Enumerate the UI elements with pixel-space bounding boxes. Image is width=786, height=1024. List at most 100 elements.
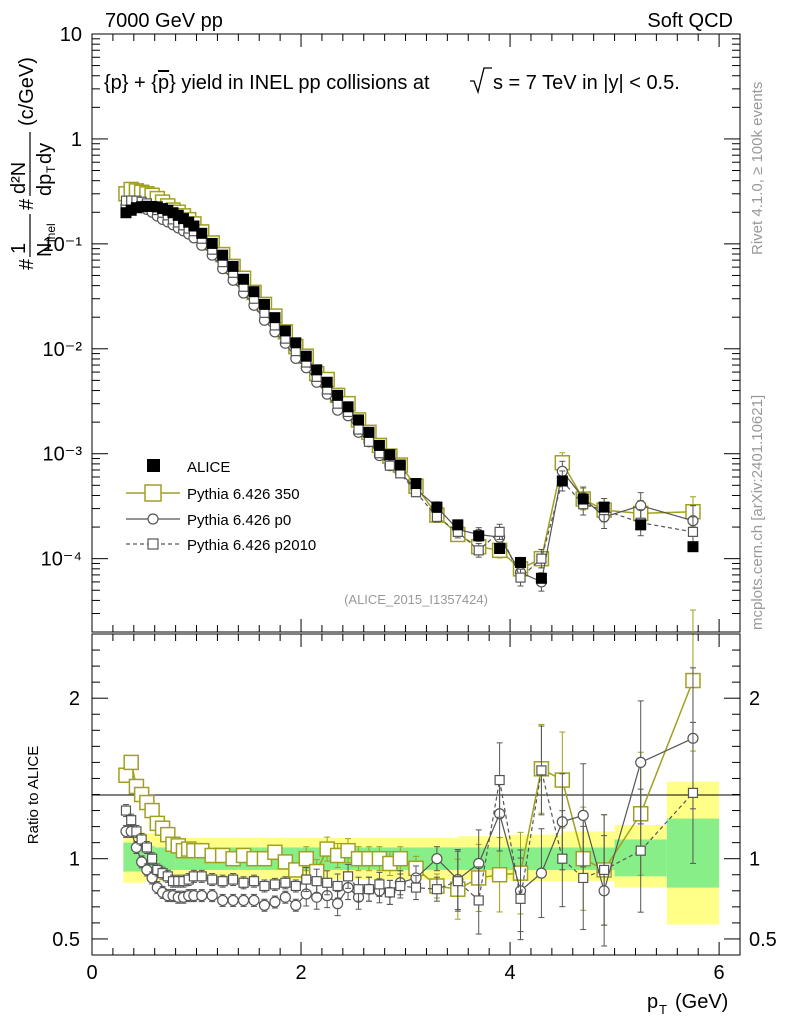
point-alice xyxy=(196,227,208,239)
ratio-point-p0 xyxy=(279,891,291,903)
energy-label: 7000 GeV pp xyxy=(105,10,223,32)
point-alice xyxy=(410,478,422,490)
ratio-point-350 xyxy=(144,802,160,819)
y-label-t: T xyxy=(44,165,58,173)
ratio-line-p2010 xyxy=(125,770,694,902)
ratio-point-p2010 xyxy=(473,895,484,906)
ratio-point-p0 xyxy=(635,756,647,769)
point-alice xyxy=(258,298,270,310)
ratio-point-350 xyxy=(491,867,508,883)
point-alice xyxy=(535,572,547,584)
legend-label-p0: Pythia 6.426 p0 xyxy=(187,512,291,529)
point-alice xyxy=(384,449,396,461)
y-tick-label-ratio: 1 xyxy=(69,849,80,871)
ratio-point-p2010 xyxy=(494,774,505,786)
main-data-layer xyxy=(118,181,701,592)
point-alice xyxy=(494,542,506,554)
ratio-point-p2010 xyxy=(635,845,646,856)
y-label-hash-2: # xyxy=(16,198,38,210)
ratio-point-p2010 xyxy=(395,880,406,892)
ratio-point-p0 xyxy=(269,896,281,908)
y-axis-label-ratio: Ratio to ALICE xyxy=(25,746,42,844)
ratio-point-p0 xyxy=(237,894,250,907)
ratio-point-p2010 xyxy=(136,834,147,845)
point-alice xyxy=(321,376,333,388)
ratio-point-p2010 xyxy=(141,842,152,853)
point-alice xyxy=(269,312,281,324)
y-label-n: N xyxy=(34,243,56,257)
x-label-units: (GeV) xyxy=(675,991,728,1013)
plot-title: {p} + {p} yield in INEL pp collisions at… xyxy=(104,67,680,95)
ratio-point-p2010 xyxy=(363,884,375,895)
point-alice xyxy=(238,273,250,285)
x-label-p: p xyxy=(647,991,658,1013)
ratio-point-p0 xyxy=(196,890,208,902)
ratio-point-p2010 xyxy=(146,853,158,864)
ratio-point-p0 xyxy=(217,894,229,907)
ratio-point-p0 xyxy=(431,853,443,865)
y-label-inel: inel xyxy=(44,223,58,242)
ratio-point-p2010 xyxy=(311,876,322,887)
legend-marker-p0 xyxy=(147,513,159,525)
point-alice xyxy=(279,325,291,337)
ratio-point-p2010 xyxy=(384,887,395,898)
y-label-one: 1 xyxy=(8,243,30,254)
ratio-point-p0 xyxy=(535,867,548,879)
point-alice xyxy=(431,501,443,513)
y-tick-label-ratio-right: 2 xyxy=(749,688,760,710)
ratio-point-p2010 xyxy=(342,871,354,882)
y-label-units: (c/GeV) xyxy=(16,57,38,126)
title-part-2: s = 7 TeV in |y| < 0.5. xyxy=(493,72,680,94)
ratio-point-p2010 xyxy=(131,826,142,837)
legend-label-350: Pythia 6.426 350 xyxy=(187,486,300,503)
point-alice xyxy=(373,439,385,451)
analysis-id: (ALICE_2015_I1357424) xyxy=(344,592,488,607)
ratio-axes: 0 2 4 6 2 2 1 1 0.5 0.5 xyxy=(52,634,777,984)
point-alice xyxy=(515,556,527,568)
legend-label-alice: ALICE xyxy=(187,459,230,476)
ratio-point-p0 xyxy=(332,898,344,910)
ratio-point-p0 xyxy=(227,894,239,907)
ratio-point-p2010 xyxy=(557,853,568,864)
ratio-point-p2010 xyxy=(431,884,443,895)
point-alice xyxy=(227,260,239,272)
point-alice xyxy=(188,220,200,232)
point-alice xyxy=(217,249,229,261)
point-alice xyxy=(300,350,312,362)
y-tick-label-ratio: 0.5 xyxy=(52,929,80,951)
y-tick-label-ratio: 2 xyxy=(69,688,80,710)
point-alice xyxy=(635,519,647,531)
ratio-point-p0 xyxy=(248,894,260,907)
x-tick-label: 0 xyxy=(86,962,97,984)
ratio-plot: 0 2 4 6 2 2 1 1 0.5 0.5 xyxy=(52,609,777,984)
ratio-point-p2010 xyxy=(290,880,301,892)
ratio-point-p0 xyxy=(206,890,218,902)
x-tick-label: 2 xyxy=(295,962,306,984)
ratio-point-p2010 xyxy=(269,879,281,890)
ratio-point-p2010 xyxy=(126,815,137,826)
ratio-point-p2010 xyxy=(248,876,260,887)
point-alice xyxy=(473,530,485,542)
y-axis-label-main: # 1 N inel # d²N dp T dy (c/GeV) xyxy=(8,57,58,270)
point-p2010 xyxy=(687,526,699,537)
ratio-point-p0 xyxy=(311,891,323,903)
ratio-point-p0 xyxy=(577,809,589,821)
y-label-d2n: d²N xyxy=(8,162,30,194)
point-p2010 xyxy=(494,526,505,537)
source-label: mcplots.cern.ch [arXiv:2401.10621] xyxy=(749,395,766,630)
title-part-1: {p} + {p} yield in INEL pp collisions at xyxy=(104,72,430,94)
legend: ALICE Pythia 6.426 350 Pythia 6.426 p0 P… xyxy=(126,459,316,554)
title-antiproton: p xyxy=(158,72,169,94)
point-alice xyxy=(311,364,323,376)
point-alice xyxy=(687,541,699,553)
ratio-point-p0 xyxy=(290,899,302,911)
point-p2010 xyxy=(431,511,443,522)
y-tick-label-ratio-right: 1 xyxy=(749,849,760,871)
point-p2010 xyxy=(353,424,364,435)
rivet-label: Rivet 4.1.0, ≥ 100k events xyxy=(749,82,766,255)
ratio-point-p2010 xyxy=(578,872,589,884)
ratio-point-p2010 xyxy=(515,893,526,904)
point-p0 xyxy=(635,500,647,512)
y-label-dy: dy xyxy=(34,143,56,164)
